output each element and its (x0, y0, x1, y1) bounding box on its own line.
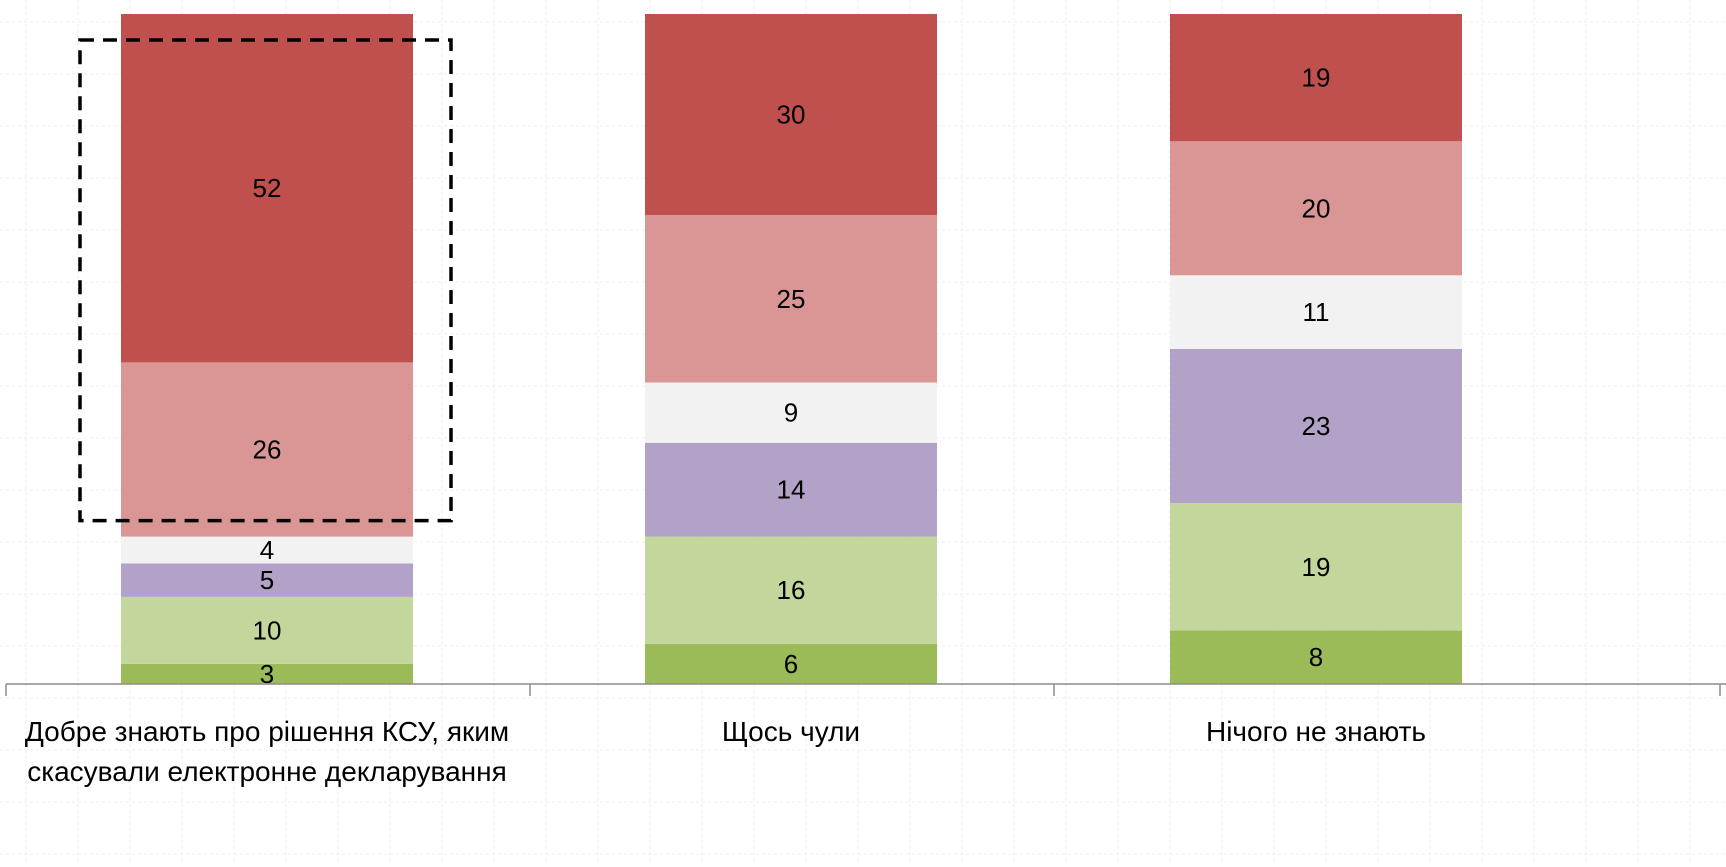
category-label: Добре знають про рішення КСУ, яким (25, 716, 509, 747)
bar-segment (645, 442, 937, 537)
bar-segment (645, 215, 937, 383)
bar-segment (121, 362, 413, 537)
category-label: скасували електронне декларування (27, 756, 507, 787)
bar-segment (121, 536, 413, 564)
data-label: 52 (253, 173, 282, 203)
data-label: 19 (1302, 63, 1331, 93)
data-label: 8 (1309, 642, 1323, 672)
data-label: 3 (260, 659, 274, 689)
bar-segment (645, 382, 937, 443)
bar-segment (645, 536, 937, 644)
bar-segment (121, 14, 413, 363)
data-label: 20 (1302, 193, 1331, 223)
bar-segment (121, 663, 413, 684)
data-label: 4 (260, 535, 274, 565)
data-label: 5 (260, 565, 274, 595)
bar-segment (645, 643, 937, 684)
bar-segment (645, 14, 937, 215)
bar-segment (1170, 349, 1462, 504)
data-label: 6 (784, 649, 798, 679)
category-label: Нічого не знають (1206, 716, 1426, 747)
data-label: 10 (253, 615, 282, 645)
bar-segment (121, 596, 413, 664)
data-label: 23 (1302, 411, 1331, 441)
category-label: Щось чули (722, 716, 860, 747)
bar-segment (1170, 141, 1462, 276)
data-label: 30 (777, 100, 806, 130)
bar-segment (1170, 503, 1462, 631)
bar-segment (1170, 275, 1462, 349)
data-label: 14 (777, 475, 806, 505)
bar-segment (121, 563, 413, 597)
data-label: 25 (777, 284, 806, 314)
bar-segment (1170, 14, 1462, 142)
highlight-box (78, 38, 453, 523)
data-label: 19 (1302, 552, 1331, 582)
data-label: 26 (253, 435, 282, 465)
data-label: 16 (777, 575, 806, 605)
data-label: 9 (784, 398, 798, 428)
bar-segment (1170, 630, 1462, 684)
data-label: 11 (1303, 297, 1330, 327)
